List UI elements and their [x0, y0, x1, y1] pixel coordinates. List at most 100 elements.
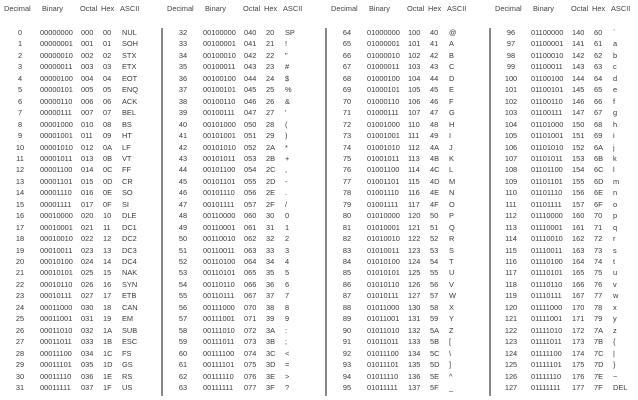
cell-hex: 29 [266, 131, 275, 141]
cell-binary: 00101010 [203, 142, 236, 152]
cell-hex: 27 [266, 108, 275, 118]
table-row: 44 00101100 054 2C, [163, 165, 326, 176]
cell-decimal: 121 [504, 314, 518, 324]
cell-ascii: c [613, 62, 617, 72]
cell-hex: 25 [266, 85, 275, 95]
cell-octal: 164 [572, 257, 585, 266]
cell-hex: 37 [266, 291, 275, 301]
cell-ascii: ACK [122, 96, 138, 106]
cell-octal: 121 [408, 222, 421, 232]
cell-hex: 19 [103, 314, 112, 324]
cell-hex: 54 [430, 257, 439, 266]
table-row: 85 01010101 125 55 U [327, 268, 490, 279]
table-row: 100 01100100 144 64 d [491, 74, 638, 85]
cell-octal: 030 [81, 302, 94, 312]
cell-octal: 112 [408, 142, 420, 152]
table-row: 40 00101000 050 28 ( [163, 120, 326, 131]
cell-decimal: 101 [504, 85, 518, 95]
table-row: 30 00011110 036 1E RS [0, 372, 163, 383]
cell-octal: 063 [244, 245, 257, 255]
cell-octal: 055 [244, 176, 257, 186]
cell-binary: 01111000 [531, 302, 563, 312]
cell-ascii: SP [285, 28, 295, 37]
cell-decimal: 23 [15, 291, 25, 301]
cell-hex: 4D [430, 176, 440, 186]
table-row: 21 00010101 025 15 NAK [0, 268, 163, 279]
table-row: 79 01001111 117 4F O [327, 200, 490, 211]
cell-binary: 00101111 [203, 199, 235, 209]
cell-binary: 00110110 [203, 279, 235, 289]
cell-octal: 050 [244, 119, 257, 129]
cell-ascii: 4 [285, 257, 290, 266]
header-binary: Binary [533, 4, 554, 13]
cell-decimal: 76 [342, 165, 352, 175]
cell-octal: 132 [408, 325, 421, 335]
table-row: 75 01001011 113 4B K [327, 154, 490, 165]
cell-ascii: B [449, 50, 454, 60]
cell-decimal: 126 [504, 371, 518, 381]
cell-binary: 01100110 [531, 96, 563, 106]
cell-decimal: 124 [504, 348, 518, 358]
cell-decimal: 19 [15, 245, 25, 255]
cell-hex: 57 [430, 291, 439, 301]
table-row: 82 01010010 122 52 R [327, 234, 490, 245]
cell-decimal: 115 [505, 245, 517, 255]
cell-hex: 6F [594, 199, 603, 209]
cell-ascii: 8 [285, 302, 290, 312]
cell-octal: 042 [244, 50, 257, 60]
cell-octal: 163 [572, 245, 585, 255]
table-row: 39 00100111 047 27 ' [163, 108, 326, 119]
cell-hex: 5B [430, 337, 440, 347]
cell-decimal: 40 [178, 119, 188, 129]
cell-binary: 00101110 [203, 188, 235, 198]
cell-hex: 2B [266, 153, 276, 163]
cell-binary: 00100101 [203, 85, 236, 95]
cell-hex: 0E [103, 188, 113, 198]
cell-ascii: C [449, 62, 455, 72]
cell-hex: 2F [266, 199, 275, 209]
table-row: 61 00111101 075 3D = [163, 360, 326, 371]
table-row: 46 00101110 056 2E. [163, 188, 326, 199]
cell-decimal: 118 [505, 279, 517, 289]
table-row: 58 00111010 072 3A: [163, 326, 326, 337]
cell-octal: 124 [408, 257, 421, 266]
table-row: 87 01010111 127 57 W [327, 291, 490, 302]
cell-decimal: 106 [504, 142, 518, 152]
cell-octal: 142 [572, 50, 585, 60]
cell-binary: 00111000 [203, 302, 235, 312]
table-row: 48 00110000 060 30 0 [163, 211, 326, 222]
table-row: 91 01011011 133 5B [ [327, 337, 490, 348]
cell-hex: 6D [594, 176, 604, 186]
cell-octal: 107 [408, 108, 421, 118]
cell-binary: 00001101 [40, 176, 73, 186]
cell-decimal: 15 [15, 199, 25, 209]
cell-ascii: DC1 [122, 222, 137, 232]
table-row: 73 01001001 111 49 I [327, 131, 490, 142]
cell-octal: 074 [244, 348, 257, 358]
cell-binary: 01011101 [367, 360, 399, 370]
cell-octal: 175 [572, 360, 585, 370]
cell-octal: 153 [572, 153, 585, 163]
cell-octal: 166 [572, 279, 585, 289]
table-row: 74 01001010 112 4A J [327, 143, 490, 154]
cell-octal: 101 [408, 39, 421, 49]
cell-hex: 79 [594, 314, 603, 324]
cell-octal: 155 [572, 176, 585, 186]
cell-ascii: 3 [285, 245, 290, 255]
cell-decimal: 97 [506, 39, 516, 49]
cell-octal: 170 [572, 302, 585, 312]
cell-hex: 12 [103, 234, 112, 244]
cell-ascii: } [613, 360, 616, 370]
cell-octal: 134 [408, 348, 421, 358]
header-binary: Binary [369, 4, 390, 13]
table-row: 5 00000101 005 05 ENQ [0, 85, 163, 96]
cell-ascii: G [449, 108, 455, 118]
cell-octal: 126 [408, 279, 421, 289]
cell-ascii: l [613, 165, 615, 175]
table-row: 29 00011101 035 1D GS [0, 360, 163, 371]
cell-decimal: 96 [506, 28, 516, 37]
cell-hex: 15 [103, 268, 112, 278]
cell-hex: 0D [103, 176, 113, 186]
cell-binary: 00111110 [203, 371, 234, 381]
cell-octal: 114 [408, 165, 420, 175]
